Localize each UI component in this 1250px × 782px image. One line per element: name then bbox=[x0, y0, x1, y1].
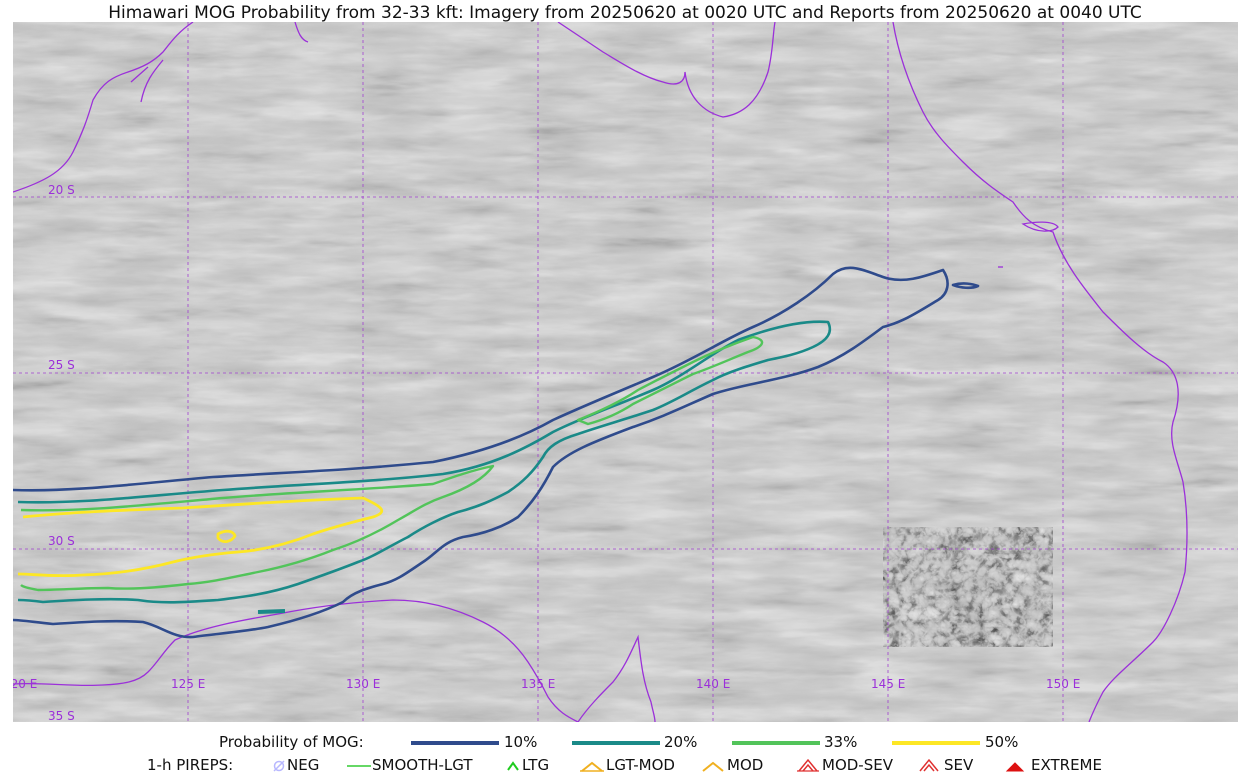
mod-icon bbox=[702, 761, 724, 772]
lgt-mod-icon bbox=[580, 761, 604, 772]
lat-label-30s: 30 S bbox=[48, 534, 75, 548]
lat-label-35s: 35 S bbox=[48, 709, 75, 722]
legend-swatch-33 bbox=[732, 741, 820, 745]
mod-sev-icon bbox=[797, 758, 819, 772]
pirep-label-mod-sev: MOD-SEV bbox=[822, 756, 893, 774]
pirep-legend-title: 1-h PIREPS: bbox=[147, 756, 234, 774]
pirep-label-ltg: LTG bbox=[522, 756, 550, 774]
legend-swatch-10 bbox=[411, 741, 499, 745]
ltg-icon bbox=[507, 761, 519, 771]
pirep-label-mod: MOD bbox=[727, 756, 764, 774]
lon-label-130e: 130 E bbox=[346, 677, 380, 691]
sev-icon bbox=[919, 758, 939, 772]
coastlines bbox=[13, 22, 1188, 722]
contour-10-percent bbox=[13, 266, 949, 639]
lon-label-135e: 135 E bbox=[521, 677, 555, 691]
contour-10-percent-island bbox=[951, 282, 980, 290]
contour-50-percent-small bbox=[216, 529, 237, 543]
legend-label-33: 33% bbox=[824, 733, 858, 751]
pirep-label-neg: NEG bbox=[287, 756, 320, 774]
convective-cloud-cluster bbox=[883, 527, 1053, 647]
extreme-icon bbox=[1005, 762, 1025, 772]
satellite-map[interactable]: 20 S 25 S 30 S 35 S 120 E 125 E 130 E 13… bbox=[13, 22, 1238, 722]
smooth-lgt-icon bbox=[347, 765, 371, 767]
water-vapor-texture bbox=[13, 22, 1238, 722]
lon-label-150e: 150 E bbox=[1046, 677, 1080, 691]
pirep-label-smooth-lgt: SMOOTH-LGT bbox=[372, 756, 473, 774]
mog-contours bbox=[13, 266, 980, 639]
legend-label-50: 50% bbox=[985, 733, 1019, 751]
map-title: Himawari MOG Probability from 32-33 kft:… bbox=[108, 3, 1142, 23]
legend-label-10: 10% bbox=[504, 733, 538, 751]
contour-33-percent bbox=[20, 464, 495, 592]
legend-label-20: 20% bbox=[664, 733, 698, 751]
lat-label-25s: 25 S bbox=[48, 358, 75, 372]
lon-label-145e: 145 E bbox=[871, 677, 905, 691]
lon-label-125e: 125 E bbox=[171, 677, 205, 691]
pirep-legend: 1-h PIREPS: NEG SMOOTH-LGT LTG LGT-MOD M… bbox=[0, 756, 1250, 778]
grid-labels: 20 S 25 S 30 S 35 S 120 E 125 E 130 E 13… bbox=[13, 183, 1080, 722]
lat-label-20s: 20 S bbox=[48, 183, 75, 197]
pirep-label-lgt-mod: LGT-MOD bbox=[606, 756, 675, 774]
contour-20-percent bbox=[17, 320, 832, 604]
pirep-label-sev: SEV bbox=[944, 756, 974, 774]
contour-20-percent-blob bbox=[257, 609, 286, 614]
legend-swatch-20 bbox=[572, 741, 660, 745]
pirep-label-extreme: EXTREME bbox=[1031, 756, 1102, 774]
neg-icon bbox=[273, 760, 285, 772]
lon-label-120e: 120 E bbox=[13, 677, 37, 691]
legend-swatch-50 bbox=[892, 741, 980, 745]
contour-50-percent bbox=[17, 496, 384, 578]
probability-legend: Probability of MOG: 10% 20% 33% 50% bbox=[0, 733, 1250, 755]
contour-33-percent-east bbox=[576, 335, 764, 426]
lon-label-140e: 140 E bbox=[696, 677, 730, 691]
probability-legend-title: Probability of MOG: bbox=[219, 733, 364, 751]
graticule bbox=[13, 22, 1238, 722]
map-canvas: 20 S 25 S 30 S 35 S 120 E 125 E 130 E 13… bbox=[13, 22, 1238, 722]
